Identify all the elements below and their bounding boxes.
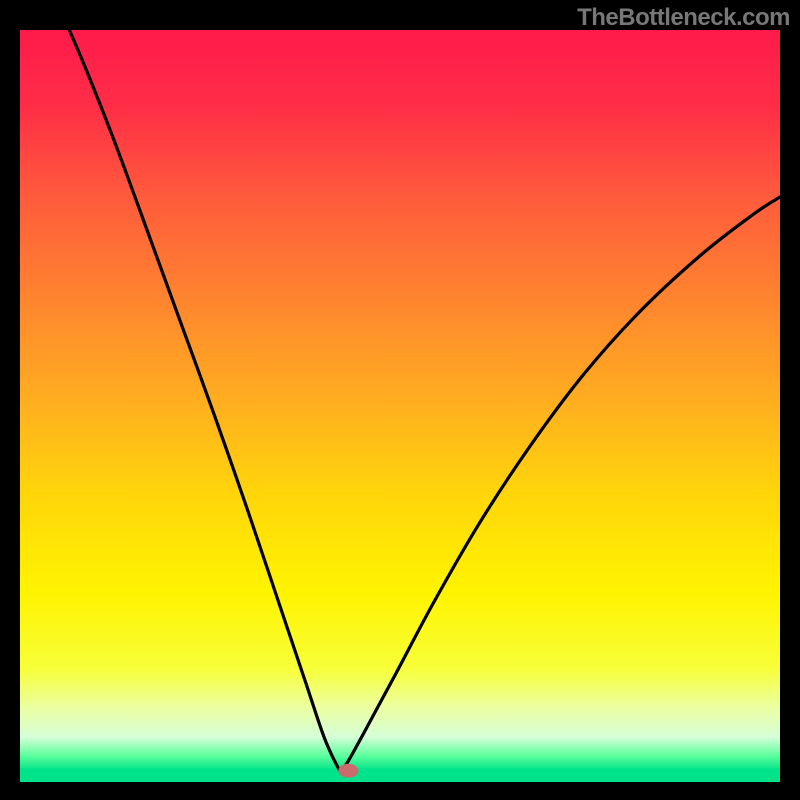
optimal-marker [338,764,358,778]
chart-container: TheBottleneck.com [0,0,800,800]
chart-svg [0,0,800,800]
bottom-strip [20,768,780,782]
watermark-text: TheBottleneck.com [577,4,790,32]
